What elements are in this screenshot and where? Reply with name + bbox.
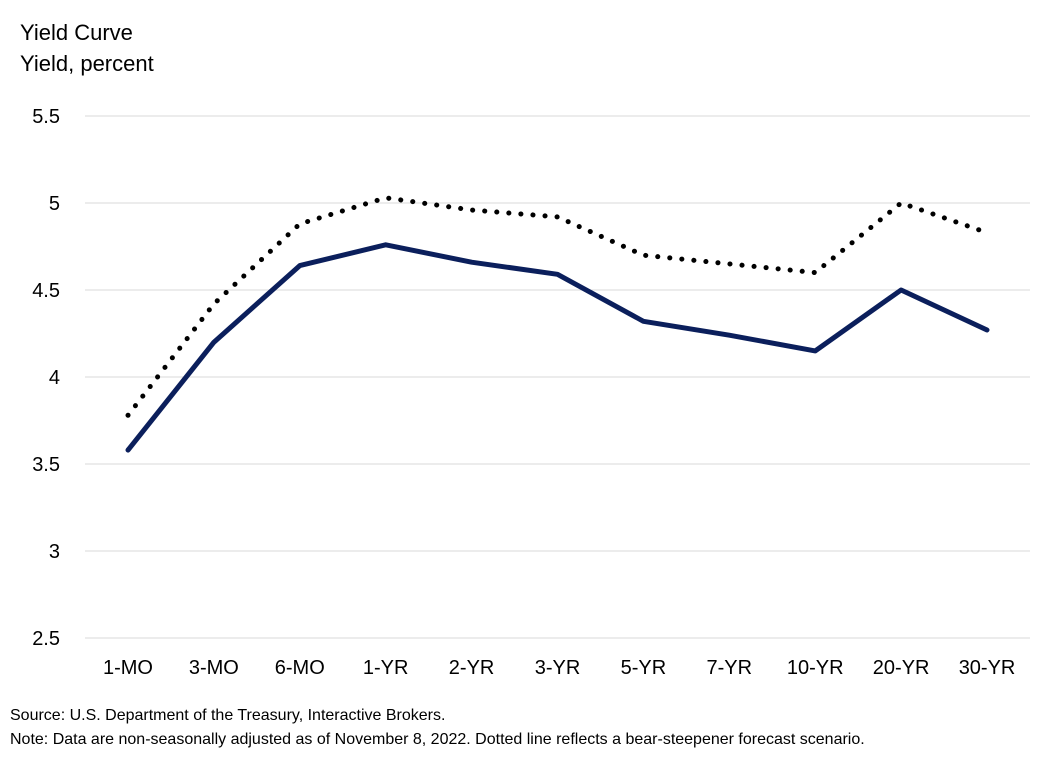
series-line-solid — [125, 242, 990, 453]
x-tick-label: 7-YR — [707, 657, 753, 679]
gridlines — [85, 115, 1030, 639]
y-tick-label: 2.5 — [32, 628, 60, 650]
x-tick-label: 3-YR — [535, 657, 581, 679]
x-tick-label: 30-YR — [959, 657, 1016, 679]
yield-curve-chart: 5.5 5 4.5 4 3.5 3 2.5 1-MO 3-MO 6-MO 1-YR 2-YR 3-YR… — [32, 106, 1030, 679]
source-note: Source: U.S. Department of the Treasury,… — [10, 707, 446, 724]
y-tick-label: 4.5 — [32, 280, 60, 302]
y-tick-label: 3.5 — [32, 454, 60, 476]
y-axis-label: Yield, percent — [20, 51, 154, 76]
y-tick-label: 3 — [49, 541, 60, 563]
x-tick-label: 2-YR — [449, 657, 495, 679]
y-tick-label: 4 — [49, 367, 60, 389]
x-tick-label: 5-YR — [621, 657, 667, 679]
y-tick-labels: 5.5 5 4.5 4 3.5 3 2.5 — [32, 106, 60, 650]
y-tick-label: 5 — [49, 193, 60, 215]
x-tick-label: 3-MO — [189, 657, 239, 679]
x-tick-label: 1-MO — [103, 657, 153, 679]
x-tick-label: 20-YR — [873, 657, 930, 679]
x-tick-labels: 1-MO 3-MO 6-MO 1-YR 2-YR 3-YR 5-YR 7-YR 10-YR 20-… — [103, 657, 1015, 679]
chart-title: Yield Curve — [20, 20, 133, 45]
x-tick-label: 6-MO — [275, 657, 325, 679]
series-lines — [125, 195, 990, 453]
x-tick-label: 1-YR — [363, 657, 409, 679]
x-tick-label: 10-YR — [787, 657, 844, 679]
y-tick-label: 5.5 — [32, 106, 60, 128]
footnote: Note: Data are non-seasonally adjusted a… — [10, 731, 865, 748]
series-line-dotted — [125, 195, 990, 418]
